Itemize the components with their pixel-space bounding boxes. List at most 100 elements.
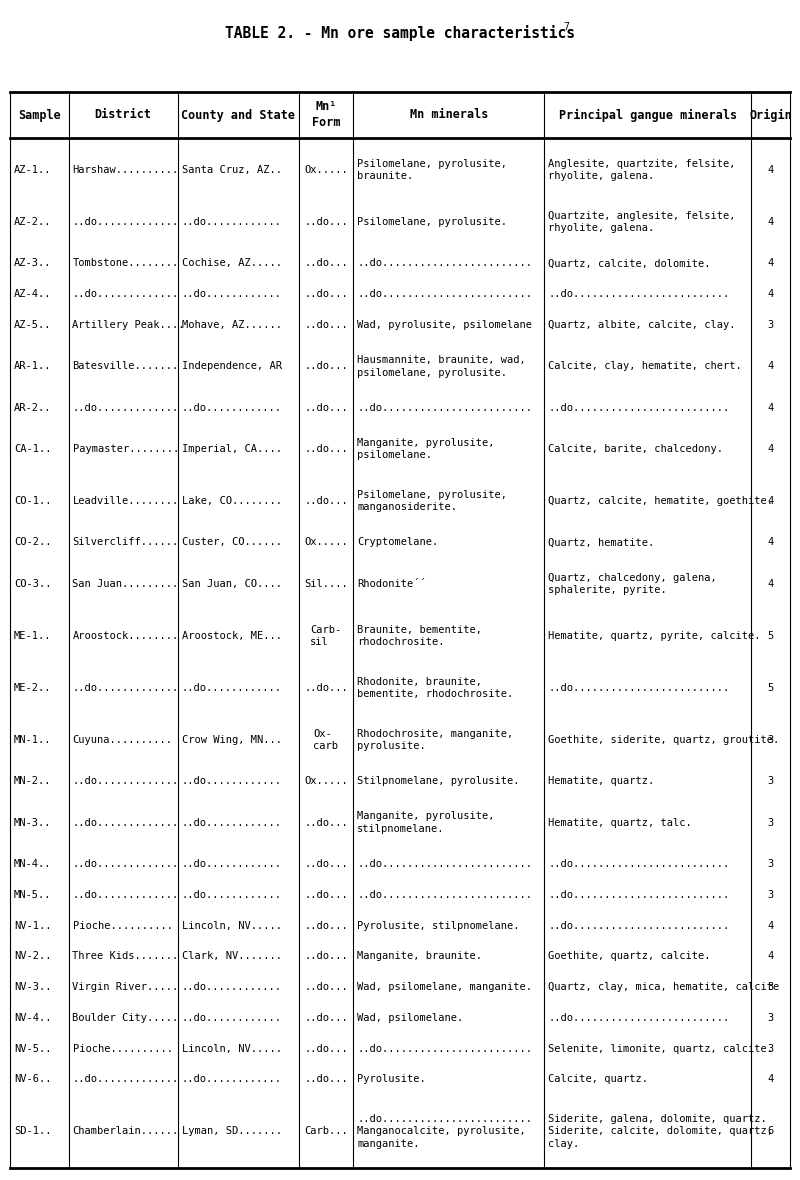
Text: Psilomelane, pyrolusite.: Psilomelane, pyrolusite. [358, 217, 507, 227]
Text: AR-2..: AR-2.. [14, 402, 51, 413]
Text: Psilomelane, pyrolusite,
braunite.: Psilomelane, pyrolusite, braunite. [358, 159, 507, 182]
Text: NV-5..: NV-5.. [14, 1043, 51, 1054]
Text: Cryptomelane.: Cryptomelane. [358, 537, 438, 548]
Text: 4: 4 [767, 165, 774, 175]
Text: Selenite, limonite, quartz, calcite.: Selenite, limonite, quartz, calcite. [548, 1043, 774, 1054]
Text: Lake, CO........: Lake, CO........ [182, 496, 282, 506]
Text: Artillery Peak....: Artillery Peak.... [73, 320, 185, 330]
Text: Manganite, braunite.: Manganite, braunite. [358, 951, 482, 962]
Text: Hematite, quartz, pyrite, calcite.: Hematite, quartz, pyrite, calcite. [548, 631, 761, 641]
Text: Batesville.......: Batesville....... [73, 361, 178, 372]
Text: MN-5..: MN-5.. [14, 890, 51, 899]
Text: ..do...: ..do... [304, 402, 348, 413]
Text: Paymaster........: Paymaster........ [73, 444, 178, 454]
Text: 4: 4 [767, 444, 774, 454]
Text: 4: 4 [767, 258, 774, 268]
Text: Principal gangue minerals: Principal gangue minerals [558, 109, 737, 122]
Text: SD-1..: SD-1.. [14, 1127, 51, 1136]
Text: Stilpnomelane, pyrolusite.: Stilpnomelane, pyrolusite. [358, 776, 520, 786]
Text: 3: 3 [767, 1012, 774, 1023]
Text: ..do...: ..do... [304, 320, 348, 330]
Text: 6: 6 [767, 1127, 774, 1136]
Text: ..do.........................: ..do......................... [548, 289, 730, 300]
Text: Lyman, SD.......: Lyman, SD....... [182, 1127, 282, 1136]
Text: ..do.............: ..do............. [73, 1075, 178, 1084]
Text: Calcite, barite, chalcedony.: Calcite, barite, chalcedony. [548, 444, 723, 454]
Text: ..do...: ..do... [304, 1075, 348, 1084]
Text: ..do............: ..do............ [182, 859, 282, 868]
Text: Wad, psilomelane.: Wad, psilomelane. [358, 1012, 463, 1023]
Text: ..do.........................: ..do......................... [548, 920, 730, 931]
Text: Quartz, calcite, hematite, goethite.: Quartz, calcite, hematite, goethite. [548, 496, 774, 506]
Text: ..do...: ..do... [304, 1012, 348, 1023]
Text: Ox.....: Ox..... [304, 537, 348, 548]
Text: ..do...: ..do... [304, 683, 348, 693]
Text: ..do...: ..do... [304, 258, 348, 268]
Text: ME-1..: ME-1.. [14, 631, 51, 641]
Text: ..do.............: ..do............. [73, 818, 178, 827]
Text: 4: 4 [767, 289, 774, 300]
Text: NV-2..: NV-2.. [14, 951, 51, 962]
Text: NV-3..: NV-3.. [14, 982, 51, 992]
Text: ..do...: ..do... [304, 217, 348, 227]
Text: 3: 3 [767, 735, 774, 745]
Text: Anglesite, quartzite, felsite,
rhyolite, galena.: Anglesite, quartzite, felsite, rhyolite,… [548, 159, 736, 182]
Text: Sil....: Sil.... [304, 579, 348, 589]
Text: NV-4..: NV-4.. [14, 1012, 51, 1023]
Text: Pioche..........: Pioche.......... [73, 920, 173, 931]
Text: ..do.........................: ..do......................... [548, 683, 730, 693]
Text: San Juan, CO....: San Juan, CO.... [182, 579, 282, 589]
Text: County and State: County and State [181, 109, 295, 122]
Text: ..do...: ..do... [304, 1043, 348, 1054]
Text: MN-3..: MN-3.. [14, 818, 51, 827]
Text: ..do............: ..do............ [182, 402, 282, 413]
Text: 3: 3 [767, 890, 774, 899]
Text: Crow Wing, MN...: Crow Wing, MN... [182, 735, 282, 745]
Text: ..do.............: ..do............. [73, 683, 178, 693]
Text: 3: 3 [767, 320, 774, 330]
Text: Ox.....: Ox..... [304, 776, 348, 786]
Text: 3: 3 [767, 1043, 774, 1054]
Text: AR-1..: AR-1.. [14, 361, 51, 372]
Text: AZ-3..: AZ-3.. [14, 258, 51, 268]
Text: ..do...: ..do... [304, 951, 348, 962]
Text: District: District [94, 109, 152, 122]
Text: ..do.............: ..do............. [73, 289, 178, 300]
Text: ..do...: ..do... [304, 982, 348, 992]
Text: 5: 5 [767, 683, 774, 693]
Text: AZ-5..: AZ-5.. [14, 320, 51, 330]
Text: San Juan.........: San Juan......... [73, 579, 178, 589]
Text: Pyrolusite.: Pyrolusite. [358, 1075, 426, 1084]
Text: Cuyuna..........: Cuyuna.......... [73, 735, 173, 745]
Text: Pyrolusite, stilpnomelane.: Pyrolusite, stilpnomelane. [358, 920, 520, 931]
Text: ..do...: ..do... [304, 444, 348, 454]
Text: NV-6..: NV-6.. [14, 1075, 51, 1084]
Text: 4: 4 [767, 1075, 774, 1084]
Text: AZ-2..: AZ-2.. [14, 217, 51, 227]
Text: 4: 4 [767, 537, 774, 548]
Text: Independence, AR: Independence, AR [182, 361, 282, 372]
Text: Silvercliff......: Silvercliff...... [73, 537, 178, 548]
Text: Rhodonite´´: Rhodonite´´ [358, 579, 426, 589]
Text: 4: 4 [767, 920, 774, 931]
Text: Boulder City.....: Boulder City..... [73, 1012, 178, 1023]
Text: Virgin River.....: Virgin River..... [73, 982, 178, 992]
Text: ..do........................: ..do........................ [358, 859, 532, 868]
Text: 3: 3 [767, 859, 774, 868]
Text: Hematite, quartz.: Hematite, quartz. [548, 776, 654, 786]
Text: ..do............: ..do............ [182, 683, 282, 693]
Text: ..do...: ..do... [304, 289, 348, 300]
Text: ..do............: ..do............ [182, 289, 282, 300]
Text: 7: 7 [563, 22, 569, 32]
Text: Goethite, quartz, calcite.: Goethite, quartz, calcite. [548, 951, 711, 962]
Text: ..do...: ..do... [304, 890, 348, 899]
Text: Manganite, pyrolusite,
psilomelane.: Manganite, pyrolusite, psilomelane. [358, 438, 494, 460]
Text: Carb-
sil: Carb- sil [310, 624, 342, 647]
Text: AZ-4..: AZ-4.. [14, 289, 51, 300]
Text: CO-3..: CO-3.. [14, 579, 51, 589]
Text: Goethite, siderite, quartz, groutite.: Goethite, siderite, quartz, groutite. [548, 735, 779, 745]
Text: Mn minerals: Mn minerals [410, 109, 488, 122]
Text: ..do........................: ..do........................ [358, 1043, 532, 1054]
Text: Santa Cruz, AZ..: Santa Cruz, AZ.. [182, 165, 282, 175]
Text: ..do...: ..do... [304, 859, 348, 868]
